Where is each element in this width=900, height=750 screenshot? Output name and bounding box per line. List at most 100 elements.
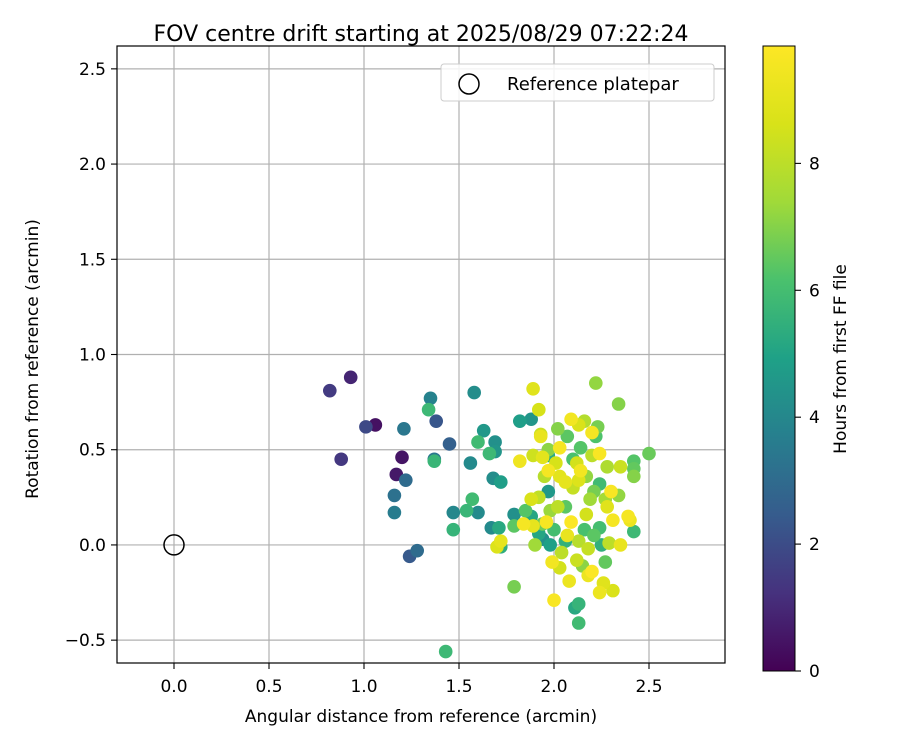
data-point bbox=[343, 370, 358, 385]
data-point bbox=[438, 644, 453, 659]
data-point bbox=[554, 545, 569, 560]
data-point bbox=[562, 574, 576, 588]
data-point bbox=[627, 524, 641, 539]
data-point bbox=[564, 515, 578, 529]
data-point bbox=[613, 538, 628, 552]
data-point bbox=[429, 414, 444, 428]
y-tick-label: 1.0 bbox=[79, 346, 106, 366]
data-point bbox=[465, 492, 480, 507]
data-point bbox=[552, 441, 567, 455]
data-point bbox=[427, 454, 442, 468]
data-point bbox=[627, 469, 641, 484]
x-axis-ticks: 0.0 0.5 1.0 1.5 2.0 2.5 bbox=[160, 663, 663, 697]
data-point bbox=[526, 381, 540, 396]
colorbar-tick-label: 2 bbox=[809, 535, 820, 555]
data-point bbox=[535, 450, 550, 465]
data-points bbox=[323, 370, 656, 659]
data-point bbox=[560, 528, 575, 543]
data-point bbox=[463, 456, 478, 470]
colorbar-tick-label: 4 bbox=[809, 408, 820, 428]
data-point bbox=[541, 463, 556, 478]
data-point bbox=[579, 507, 594, 522]
data-point bbox=[613, 460, 628, 474]
data-point bbox=[513, 414, 527, 428]
data-point bbox=[471, 505, 485, 520]
colorbar-tick-label: 8 bbox=[809, 154, 820, 174]
data-point bbox=[592, 446, 607, 461]
colorbar: 0 2 4 6 8 Hours from first FF file bbox=[762, 45, 851, 682]
data-point bbox=[587, 528, 601, 543]
data-point bbox=[395, 450, 409, 465]
data-point bbox=[446, 522, 461, 537]
data-point bbox=[551, 421, 565, 436]
data-point bbox=[564, 412, 578, 427]
data-point bbox=[532, 402, 546, 417]
data-point bbox=[323, 383, 337, 398]
x-tick-label: 0.0 bbox=[160, 677, 187, 697]
data-point bbox=[494, 534, 508, 548]
x-tick-label: 2.5 bbox=[635, 677, 662, 697]
data-point bbox=[621, 509, 635, 524]
colorbar-tick-label: 6 bbox=[809, 281, 820, 301]
data-point bbox=[518, 503, 533, 518]
y-tick-label: 2.5 bbox=[79, 60, 106, 80]
data-point bbox=[600, 460, 614, 474]
data-point bbox=[482, 446, 497, 461]
data-point bbox=[524, 492, 538, 507]
data-point bbox=[585, 564, 599, 579]
colorbar-ticks: 0 2 4 6 8 bbox=[795, 154, 820, 682]
data-point bbox=[571, 534, 586, 548]
data-point bbox=[533, 429, 548, 444]
x-axis-title: Angular distance from reference (arcmin) bbox=[245, 707, 597, 727]
legend-box bbox=[440, 63, 715, 102]
data-point bbox=[583, 492, 597, 507]
y-tick-label: 0.5 bbox=[79, 441, 106, 461]
data-point bbox=[524, 412, 538, 427]
data-point bbox=[642, 446, 656, 461]
data-point bbox=[589, 376, 603, 390]
data-point bbox=[507, 507, 521, 522]
data-point bbox=[547, 593, 561, 607]
data-point bbox=[494, 475, 508, 489]
data-point bbox=[476, 423, 491, 438]
y-tick-label: 2.0 bbox=[79, 155, 106, 175]
data-point bbox=[539, 515, 554, 529]
data-point bbox=[399, 473, 413, 487]
x-tick-label: 1.0 bbox=[350, 677, 377, 697]
data-point bbox=[570, 553, 584, 567]
data-point bbox=[592, 585, 607, 600]
data-point bbox=[581, 541, 595, 556]
data-point bbox=[573, 463, 588, 478]
data-point bbox=[543, 538, 557, 552]
data-point bbox=[604, 484, 618, 499]
data-point bbox=[507, 580, 521, 594]
data-point bbox=[488, 435, 502, 449]
data-point bbox=[513, 454, 527, 468]
legend-label: Reference platepar bbox=[507, 74, 679, 95]
data-point bbox=[560, 429, 575, 444]
y-tick-label: 1.5 bbox=[79, 250, 106, 270]
y-tick-label: −0.5 bbox=[65, 631, 106, 651]
data-point bbox=[492, 520, 506, 535]
legend: Reference platepar bbox=[440, 63, 715, 102]
data-point bbox=[467, 385, 482, 400]
data-point bbox=[516, 517, 531, 531]
data-point bbox=[558, 475, 573, 489]
y-tick-label: 0.0 bbox=[79, 536, 106, 556]
data-point bbox=[423, 391, 438, 406]
data-point bbox=[571, 597, 586, 611]
data-point bbox=[471, 435, 485, 449]
data-point bbox=[598, 555, 613, 569]
data-point bbox=[545, 555, 559, 569]
data-point bbox=[397, 421, 411, 436]
colorbar-gradient bbox=[762, 45, 796, 672]
grid-lines bbox=[117, 46, 725, 663]
data-point bbox=[334, 452, 349, 467]
data-point bbox=[602, 536, 616, 550]
data-point bbox=[421, 402, 436, 417]
data-point bbox=[359, 420, 373, 434]
data-point bbox=[459, 503, 474, 518]
chart-title: FOV centre drift starting at 2025/08/29 … bbox=[154, 22, 689, 47]
x-tick-label: 0.5 bbox=[255, 677, 282, 697]
